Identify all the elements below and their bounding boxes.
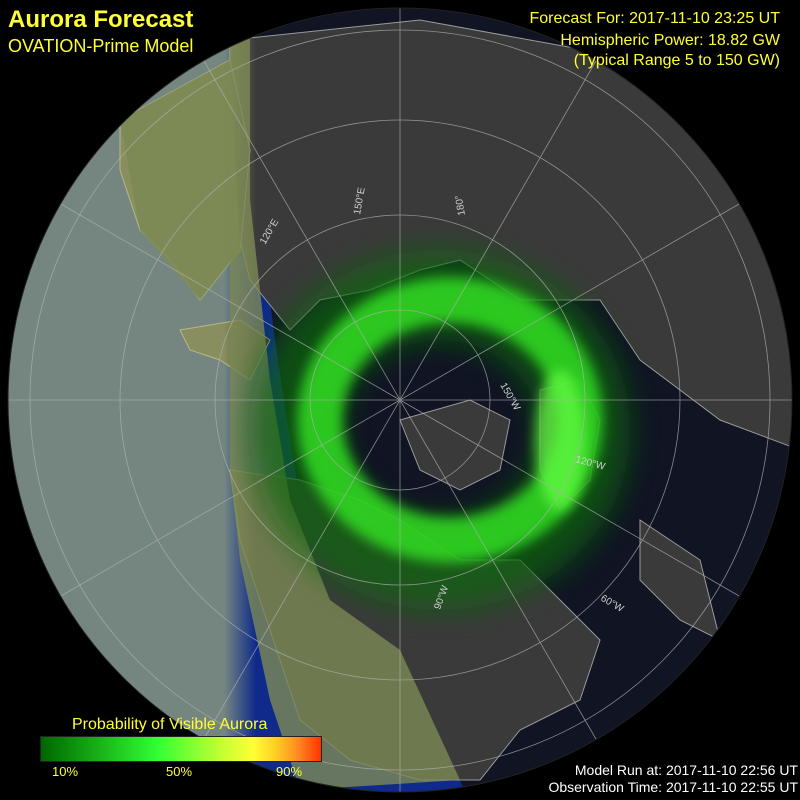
legend-label: 50% <box>166 764 193 779</box>
subtitle: OVATION-Prime Model <box>8 36 194 56</box>
legend-title: Probability of Visible Aurora <box>72 716 268 733</box>
forecast-time: Forecast For: 2017-11-10 23:25 UT <box>529 10 781 27</box>
legend-colorbar <box>40 736 322 762</box>
aurora-peak <box>535 370 585 510</box>
daylit-land <box>230 8 460 790</box>
globe-outline <box>7 7 793 793</box>
meridian-label: 150°E <box>352 186 368 215</box>
typical-range: (Typical Range 5 to 150 GW) <box>573 52 780 69</box>
hemispheric-power: Hemispheric Power: 18.82 GW <box>560 32 780 49</box>
title: Aurora Forecast <box>8 6 194 33</box>
daylit-land <box>120 60 240 300</box>
legend-label: 90% <box>276 764 303 779</box>
legend-label: 10% <box>52 764 79 779</box>
model-run-time: Model Run at: 2017-11-10 22:56 UT <box>574 762 798 778</box>
observation-time: Observation Time: 2017-11-10 22:55 UT <box>548 779 798 795</box>
meridian-label: 180° <box>454 194 468 216</box>
